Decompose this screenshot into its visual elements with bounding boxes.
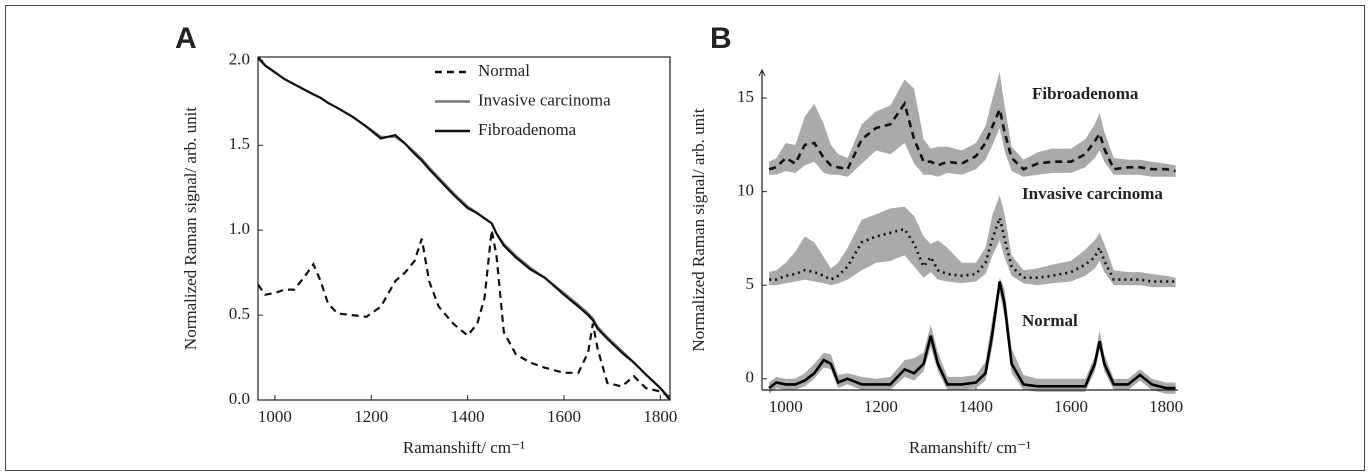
legend-label: Normal bbox=[478, 61, 530, 80]
x-axis-label: Ramanshift/ cm⁻¹ bbox=[909, 438, 1031, 457]
series-annotation: Invasive carcinoma bbox=[1022, 184, 1163, 203]
y-tick-label: 10 bbox=[737, 181, 754, 200]
y-tick-label: 2.0 bbox=[229, 49, 250, 68]
axis-arrow bbox=[758, 68, 766, 77]
x-tick-label: 1200 bbox=[864, 397, 898, 416]
figure-frame bbox=[5, 5, 1365, 471]
y-tick-label: 0 bbox=[746, 368, 755, 387]
error-band bbox=[769, 195, 1176, 288]
y-tick-label: 15 bbox=[737, 87, 754, 106]
data-line bbox=[257, 57, 671, 400]
x-tick-label: 1800 bbox=[643, 407, 677, 426]
data-line bbox=[257, 56, 671, 401]
y-tick-label: 0.5 bbox=[229, 304, 250, 323]
y-tick-label: 0.0 bbox=[229, 389, 250, 408]
y-tick-label: 1.5 bbox=[229, 134, 250, 153]
y-axis-label: Normalized Raman signal/ arb. unit bbox=[689, 108, 708, 351]
legend-label: Fibroadenoma bbox=[478, 120, 577, 139]
x-tick-label: 1200 bbox=[354, 407, 388, 426]
series-annotation: Normal bbox=[1022, 311, 1078, 330]
data-line bbox=[769, 213, 1176, 283]
data-line bbox=[768, 100, 1176, 173]
x-tick-label: 1600 bbox=[547, 407, 581, 426]
panel-label: A bbox=[175, 22, 197, 55]
series-annotation: Fibroadenoma bbox=[1032, 84, 1139, 103]
y-tick-label: 1.0 bbox=[229, 219, 250, 238]
x-tick-label: 1400 bbox=[959, 397, 993, 416]
x-tick-label: 1000 bbox=[258, 407, 292, 426]
panel-label: B bbox=[710, 22, 732, 55]
error-band bbox=[769, 71, 1176, 177]
plot-frame bbox=[257, 56, 671, 401]
data-line bbox=[257, 229, 671, 398]
legend-label: Invasive carcinoma bbox=[478, 90, 611, 109]
data-line bbox=[768, 281, 1176, 390]
y-tick-label: 5 bbox=[746, 274, 755, 293]
x-tick-label: 1600 bbox=[1054, 397, 1088, 416]
x-tick-label: 1000 bbox=[769, 397, 803, 416]
y-axis-label: Normalized Raman signal/ arb. unit bbox=[181, 107, 200, 350]
error-band bbox=[769, 277, 1176, 394]
x-axis-label: Ramanshift/ cm⁻¹ bbox=[403, 438, 525, 457]
x-tick-label: 1400 bbox=[451, 407, 485, 426]
x-tick-label: 1800 bbox=[1149, 397, 1183, 416]
